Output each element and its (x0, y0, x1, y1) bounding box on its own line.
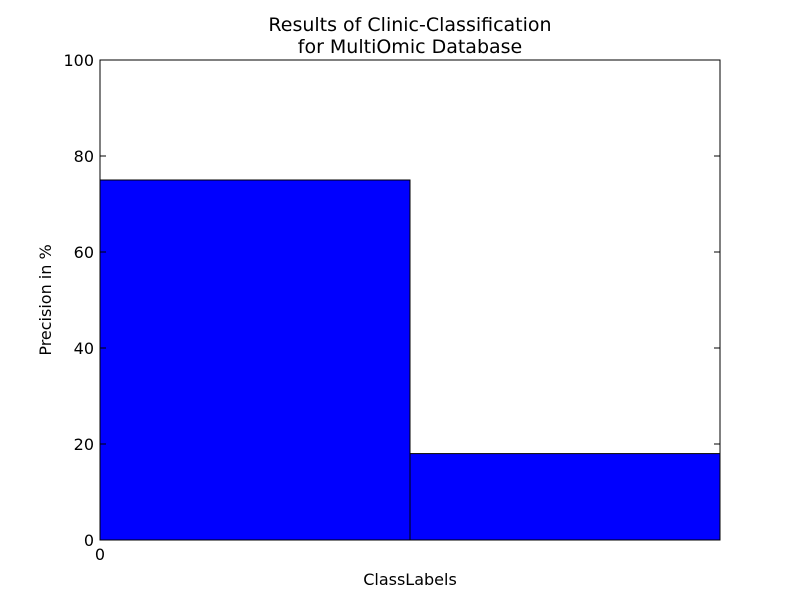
bar-1 (409, 453, 721, 541)
bar-0 (99, 179, 411, 541)
plot-frame (99, 59, 721, 541)
bars-layer (99, 179, 721, 541)
y-tick-label: 100 (63, 51, 94, 70)
chart-title-line-2: for MultiOmic Database (298, 36, 523, 58)
x-tick-label: 0 (95, 545, 105, 564)
y-tick-label: 20 (74, 435, 94, 454)
ticks-layer: 0 20 40 60 80 100 (63, 51, 720, 550)
y-tick-label: 60 (74, 243, 94, 262)
y-axis-label: Precision in % (36, 244, 55, 355)
chart-title-line-1: Results of Clinic-Classification (268, 14, 551, 36)
y-tick-label: 0 (84, 531, 94, 550)
y-tick-label: 40 (74, 339, 94, 358)
y-tick-label: 80 (74, 147, 94, 166)
x-axis-label: ClassLabels (363, 570, 457, 589)
